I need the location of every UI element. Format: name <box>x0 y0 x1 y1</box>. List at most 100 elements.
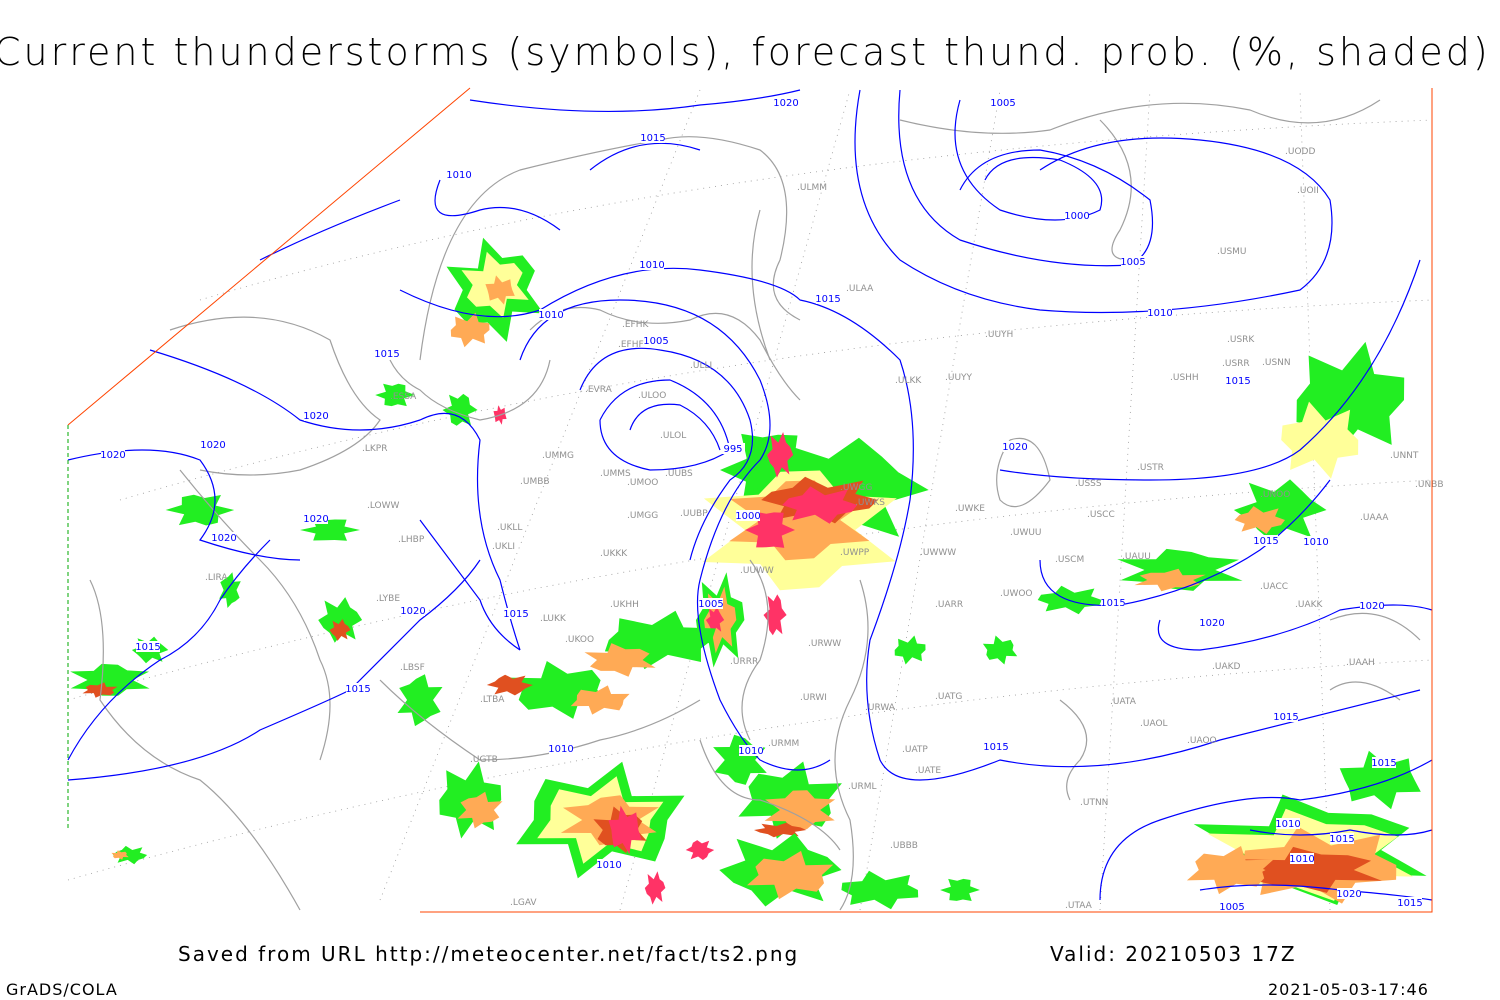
coastline <box>89 579 301 911</box>
isobar-label: 1005 <box>1120 257 1145 268</box>
probability-shade <box>747 850 834 900</box>
isobar-label: 1015 <box>1329 834 1354 845</box>
isobar-label-bg <box>1200 617 1224 628</box>
software-credit: GrADS/COLA <box>6 980 118 999</box>
isobar-label: 1010 <box>639 260 664 271</box>
station-label: .UKLL <box>497 523 522 533</box>
source-url: Saved from URL http://meteocenter.net/fa… <box>178 942 800 966</box>
isobar <box>954 99 1103 221</box>
isobar-label-bg <box>1065 210 1089 221</box>
coastline <box>529 306 801 401</box>
coastline <box>996 437 1051 508</box>
station-label: .UATP <box>902 745 928 755</box>
station-label: .UMOO <box>627 478 658 488</box>
isobar-label-bg <box>1330 833 1354 844</box>
probability-shade <box>1233 479 1327 541</box>
station-label: .UUYY <box>945 373 973 383</box>
isobar <box>259 199 401 261</box>
coastlines <box>89 99 1421 911</box>
thunderstorm-probability-shading <box>70 237 1427 910</box>
probability-shade <box>1134 568 1206 592</box>
isobar-label: 1015 <box>1397 898 1422 909</box>
station-label: .LTBA <box>480 695 505 705</box>
isobar-label-bg <box>1398 897 1422 908</box>
probability-shade <box>442 393 478 426</box>
isobar-label: 1010 <box>548 744 573 755</box>
probability-shade <box>982 635 1018 665</box>
station-label: .URMM <box>768 739 799 749</box>
probability-shade <box>111 850 129 860</box>
isobar-label-bg <box>212 532 236 543</box>
isobar-label: 1005 <box>643 336 668 347</box>
coastline <box>419 136 801 361</box>
isobar-label-bg <box>1220 901 1244 912</box>
probability-shade <box>570 685 630 715</box>
lat-lon-grid <box>67 89 1433 911</box>
isobar-label-bg <box>101 449 125 460</box>
probability-shade <box>1186 846 1274 895</box>
isobar-label-bg <box>447 169 471 180</box>
isobar-label-bg <box>549 743 573 754</box>
station-label: .UKHH <box>610 600 639 610</box>
isobar-label-bg <box>1254 535 1278 546</box>
station-label: .LHBP <box>398 535 425 545</box>
isobar <box>149 349 521 651</box>
isobar-label: 1015 <box>135 642 160 653</box>
isobar-label-bg <box>1226 375 1250 386</box>
station-label: .USCM <box>1055 555 1084 565</box>
isobar <box>629 403 721 451</box>
isobar-label: 1010 <box>738 746 763 757</box>
probability-shade <box>486 674 533 696</box>
station-label: .UWGG <box>840 483 872 493</box>
station-label: .UACC <box>1260 582 1288 592</box>
station-labels: .ULMM .ULAA .EFHK .EFHF .ULLI .ULOO .ULOL .ESSA… <box>205 147 1444 911</box>
probability-shade <box>764 790 836 831</box>
isobar <box>1039 479 1331 607</box>
probability-shade <box>112 845 148 865</box>
station-label: .UBBB <box>890 841 918 851</box>
isobar-label: 1010 <box>538 310 563 321</box>
probability-shade <box>940 878 980 901</box>
station-label: .LIRA <box>205 573 228 583</box>
isobar-label: 1015 <box>1100 598 1125 609</box>
station-label: .ULAA <box>846 284 874 294</box>
isobar-label-bg <box>539 309 563 320</box>
station-label: .UGTB <box>470 755 498 765</box>
isobar-label: 1015 <box>374 349 399 360</box>
station-label: .UWOO <box>1000 589 1033 599</box>
station-label: .USNN <box>1262 358 1291 368</box>
station-label: .UWUU <box>1010 528 1042 538</box>
station-label: .USRK <box>1227 335 1255 345</box>
grid-line <box>859 89 1001 911</box>
station-label: .EFHK <box>622 320 649 330</box>
station-label: .USTR <box>1137 463 1164 473</box>
station-label: .LOWW <box>367 501 400 511</box>
station-label: .LGAV <box>510 898 537 908</box>
isobar-label: 1010 <box>1147 308 1172 319</box>
station-label: .UWKS <box>855 498 885 508</box>
isobar-label: 1005 <box>990 98 1015 109</box>
isobar <box>434 179 561 231</box>
station-label: .USMU <box>1217 247 1247 257</box>
station-label: .UWKE <box>955 504 985 514</box>
isobar-label: 1010 <box>596 860 621 871</box>
probability-shade <box>584 643 656 677</box>
probability-shade <box>329 619 351 641</box>
isobar-label: 1015 <box>1253 536 1278 547</box>
isobar-label-bg <box>304 513 328 524</box>
probability-shade <box>457 791 503 829</box>
station-label: .UAAH <box>1346 658 1375 668</box>
isobar-label: 1020 <box>1199 618 1224 629</box>
station-label: .ULOO <box>638 391 666 401</box>
coastline <box>169 316 381 476</box>
isobar-label-bg <box>346 683 370 694</box>
station-label: .UWWW <box>920 548 956 558</box>
probability-shade <box>165 494 235 526</box>
isobar-label-bg <box>641 132 665 143</box>
isobar-label-bg <box>375 348 399 359</box>
isobar-label-bg <box>597 859 621 870</box>
isobars <box>67 89 1433 901</box>
isobar-label: 1015 <box>983 742 1008 753</box>
station-label: .ULOL <box>660 431 686 441</box>
